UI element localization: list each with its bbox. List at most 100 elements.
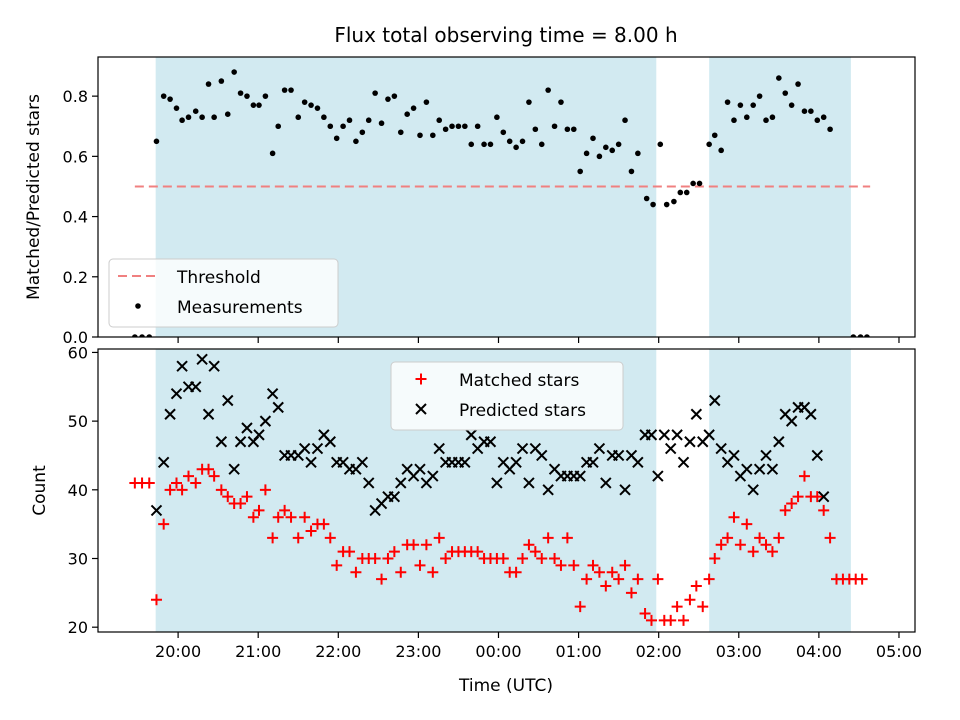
matched-stars-point (773, 532, 785, 544)
legend-label: Threshold (176, 268, 261, 288)
predicted-stars-point (715, 442, 727, 455)
x-tick-label: 21:00 (235, 642, 281, 661)
measurement-point (769, 114, 776, 121)
matched-stars-point (766, 546, 778, 558)
measurement-point (205, 81, 212, 87)
measurement-point (570, 126, 577, 133)
matched-stars-point (613, 573, 625, 585)
measurement-point (359, 129, 366, 136)
measurement-point (262, 93, 269, 99)
measurement-point (132, 334, 138, 337)
predicted-stars-point (612, 449, 625, 462)
matched-stars-point (728, 511, 740, 523)
predicted-stars-point (305, 456, 317, 469)
matched-stars-point (143, 477, 155, 489)
legend-label: Measurements (177, 298, 303, 318)
matched-stars-point (709, 553, 721, 565)
measurement-point (423, 99, 430, 105)
measurement-point (346, 117, 353, 124)
measurement-point (596, 153, 603, 160)
matched-stars-point (581, 573, 593, 585)
matched-stars-point (510, 566, 522, 578)
y-tick-label: 0.6 (63, 147, 88, 166)
measurement-point (308, 102, 314, 108)
matched-stars-point (382, 553, 394, 565)
measurement-point (706, 141, 712, 148)
y-tick-label: 20 (68, 618, 88, 637)
predicted-stars-point (510, 456, 522, 469)
measurement-point (650, 201, 656, 208)
measurement-point (430, 132, 436, 139)
matched-stars-point (517, 553, 529, 565)
shaded-interval-2 (709, 349, 851, 632)
matched-stars-point (215, 484, 227, 496)
measurement-point (635, 150, 641, 157)
matched-stars-point (222, 491, 234, 503)
predicted-stars-point (587, 456, 599, 469)
predicted-stars-point (222, 394, 234, 407)
matched-stars-point (408, 539, 420, 551)
measurement-point (397, 129, 404, 136)
measurement-point (731, 117, 737, 124)
matched-stars-point (715, 539, 727, 551)
matched-stars-point (247, 511, 259, 523)
matched-stars-point (164, 484, 176, 496)
y-tick-label: 30 (68, 550, 88, 569)
predicted-stars-point (805, 408, 817, 420)
measurement-point (657, 141, 664, 148)
predicted-stars-point (433, 442, 445, 455)
measurement-point (500, 129, 507, 136)
measurement-point (609, 147, 616, 154)
matched-stars-point (625, 587, 637, 599)
x-axis-label: Time (UTC) (458, 676, 553, 696)
predicted-stars-point (760, 449, 772, 462)
measurement-point (153, 138, 160, 145)
matched-stars-point (331, 559, 343, 571)
legend-measurement-swatch (135, 303, 141, 309)
matched-stars-point (549, 553, 561, 565)
x-tick-label: 00:00 (475, 642, 521, 661)
predicted-stars-point (542, 484, 554, 496)
measurement-point (737, 102, 744, 108)
measurement-point (590, 135, 596, 142)
legend: Matched stars Predicted stars (390, 361, 624, 431)
predicted-stars-point (202, 408, 215, 420)
measurement-point (139, 334, 145, 337)
measurement-point (301, 99, 308, 105)
measurement-point (275, 123, 282, 130)
data-layer (129, 353, 868, 626)
shaded-interval-2 (709, 57, 851, 337)
measurement-point (211, 114, 217, 121)
measurement-point (250, 102, 257, 108)
measurement-point (750, 102, 757, 108)
predicted-stars-point (728, 449, 740, 462)
measurement-point (237, 90, 244, 96)
measurement-point (788, 102, 795, 108)
measurement-point (481, 141, 487, 148)
matched-stars-point (285, 511, 297, 523)
matched-stars-point (779, 504, 791, 516)
measurement-point (808, 108, 814, 114)
measurement-point (474, 123, 481, 130)
measurement-point (391, 93, 398, 99)
measurement-point (269, 150, 276, 157)
matched-stars-point (678, 614, 690, 626)
measurement-point (167, 96, 173, 102)
predicted-stars-point (747, 484, 759, 496)
matched-stars-point (395, 566, 407, 578)
measurement-point (173, 105, 180, 111)
predicted-stars-point (811, 449, 823, 462)
matched-stars-point (619, 559, 631, 571)
figure-title: Flux total observing time = 8.00 h (334, 23, 677, 47)
measurement-point (353, 138, 359, 145)
matched-stars-point (811, 491, 823, 503)
predicted-stars-point (652, 470, 664, 482)
matched-stars-point (208, 470, 220, 482)
measurement-point (724, 99, 731, 105)
measurement-point (192, 108, 199, 114)
measurement-point (404, 111, 410, 118)
measurement-point (857, 334, 864, 337)
predicted-stars-point (632, 456, 644, 469)
legend-box (108, 258, 339, 328)
